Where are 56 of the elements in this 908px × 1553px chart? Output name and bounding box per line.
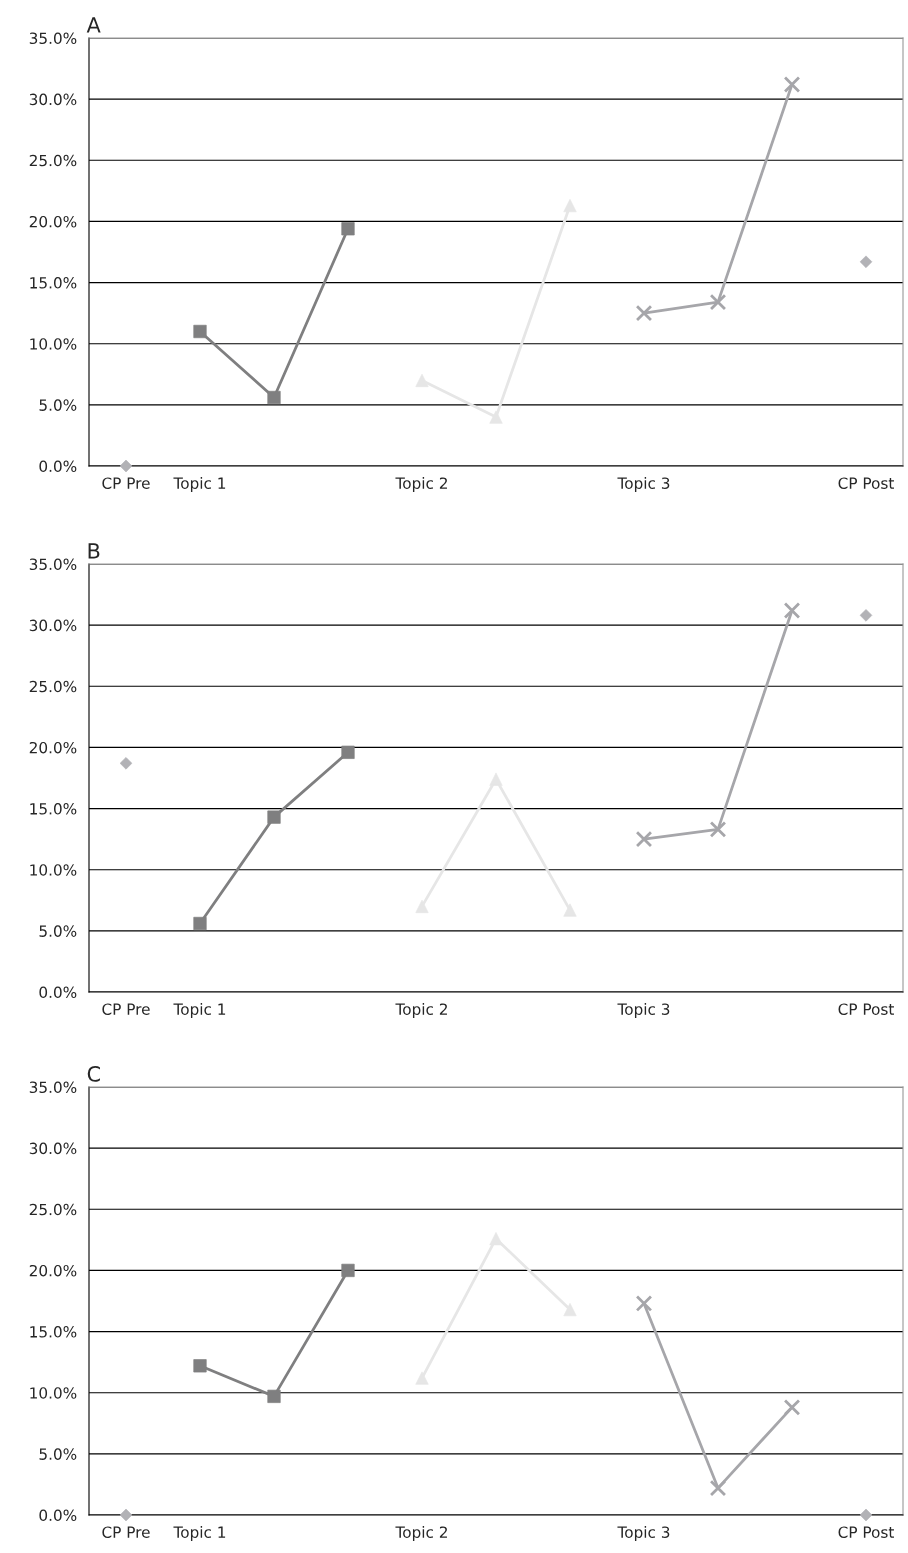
point (635, 1295, 653, 1312)
point (709, 1479, 727, 1497)
point (709, 293, 727, 311)
x-tick-label: CP Post (838, 1526, 894, 1538)
x-tick-label: Topic 1 (173, 1526, 226, 1541)
y-tick-label: 15.0% (30, 277, 77, 289)
y-tick-label: 10.0% (30, 864, 77, 876)
y-tick-label: 5.0% (39, 399, 77, 411)
x-tick-label: Topic 1 (173, 1003, 226, 1018)
chart-title: C (87, 1065, 100, 1082)
point (489, 1232, 503, 1246)
x-tick-label: CP Post (838, 477, 894, 489)
x-tick-label: Topic 2 (395, 1526, 447, 1541)
y-tick-label: 30.0% (29, 1142, 77, 1155)
x-tick-label: Topic 3 (617, 477, 670, 492)
x-tick-label: Topic 3 (617, 1003, 670, 1018)
y-tick-label: 0.0% (39, 1509, 77, 1522)
y-tick-label: 15.0% (30, 803, 77, 815)
y-tick-label: 35.0% (29, 558, 77, 571)
y-tick-label: 30.0% (29, 619, 77, 632)
y-tick-label: 0.0% (39, 986, 77, 999)
point (709, 821, 727, 838)
x-tick-label: Topic 2 (395, 477, 447, 492)
y-tick-label: 5.0% (39, 925, 77, 937)
point (783, 602, 801, 619)
chart-title: B (88, 543, 100, 559)
y-tick-label: 20.0% (29, 215, 77, 228)
point (783, 1399, 801, 1416)
y-tick-label: 20.0% (29, 1264, 77, 1277)
x-tick-label: CP Pre (102, 477, 150, 489)
y-tick-label: 25.0% (29, 154, 77, 167)
y-tick-label: 0.0% (39, 460, 77, 473)
x-tick-label: Topic 1 (173, 477, 226, 492)
y-tick-label: 35.0% (29, 1081, 77, 1094)
point (783, 76, 801, 93)
y-tick-label: 25.0% (29, 680, 77, 693)
x-tick-label: CP Pre (102, 1526, 150, 1538)
x-tick-label: CP Post (838, 1003, 894, 1015)
point (193, 324, 207, 339)
y-tick-label: 30.0% (29, 93, 77, 106)
point (415, 373, 429, 387)
x-tick-label: CP Pre (102, 1003, 150, 1015)
y-tick-label: 20.0% (29, 741, 77, 754)
y-tick-label: 35.0% (29, 32, 77, 45)
y-tick-label: 10.0% (30, 1387, 77, 1399)
x-tick-label: Topic 3 (617, 1526, 670, 1541)
y-tick-label: 25.0% (29, 1203, 77, 1216)
point (635, 830, 653, 848)
point (193, 916, 207, 931)
chart-title: A (86, 17, 101, 33)
y-tick-label: 5.0% (39, 1448, 77, 1460)
point (563, 1302, 577, 1317)
x-tick-label: Topic 2 (395, 1003, 447, 1018)
y-tick-label: 15.0% (30, 1326, 77, 1338)
y-tick-label: 10.0% (30, 338, 77, 350)
point (635, 304, 653, 322)
